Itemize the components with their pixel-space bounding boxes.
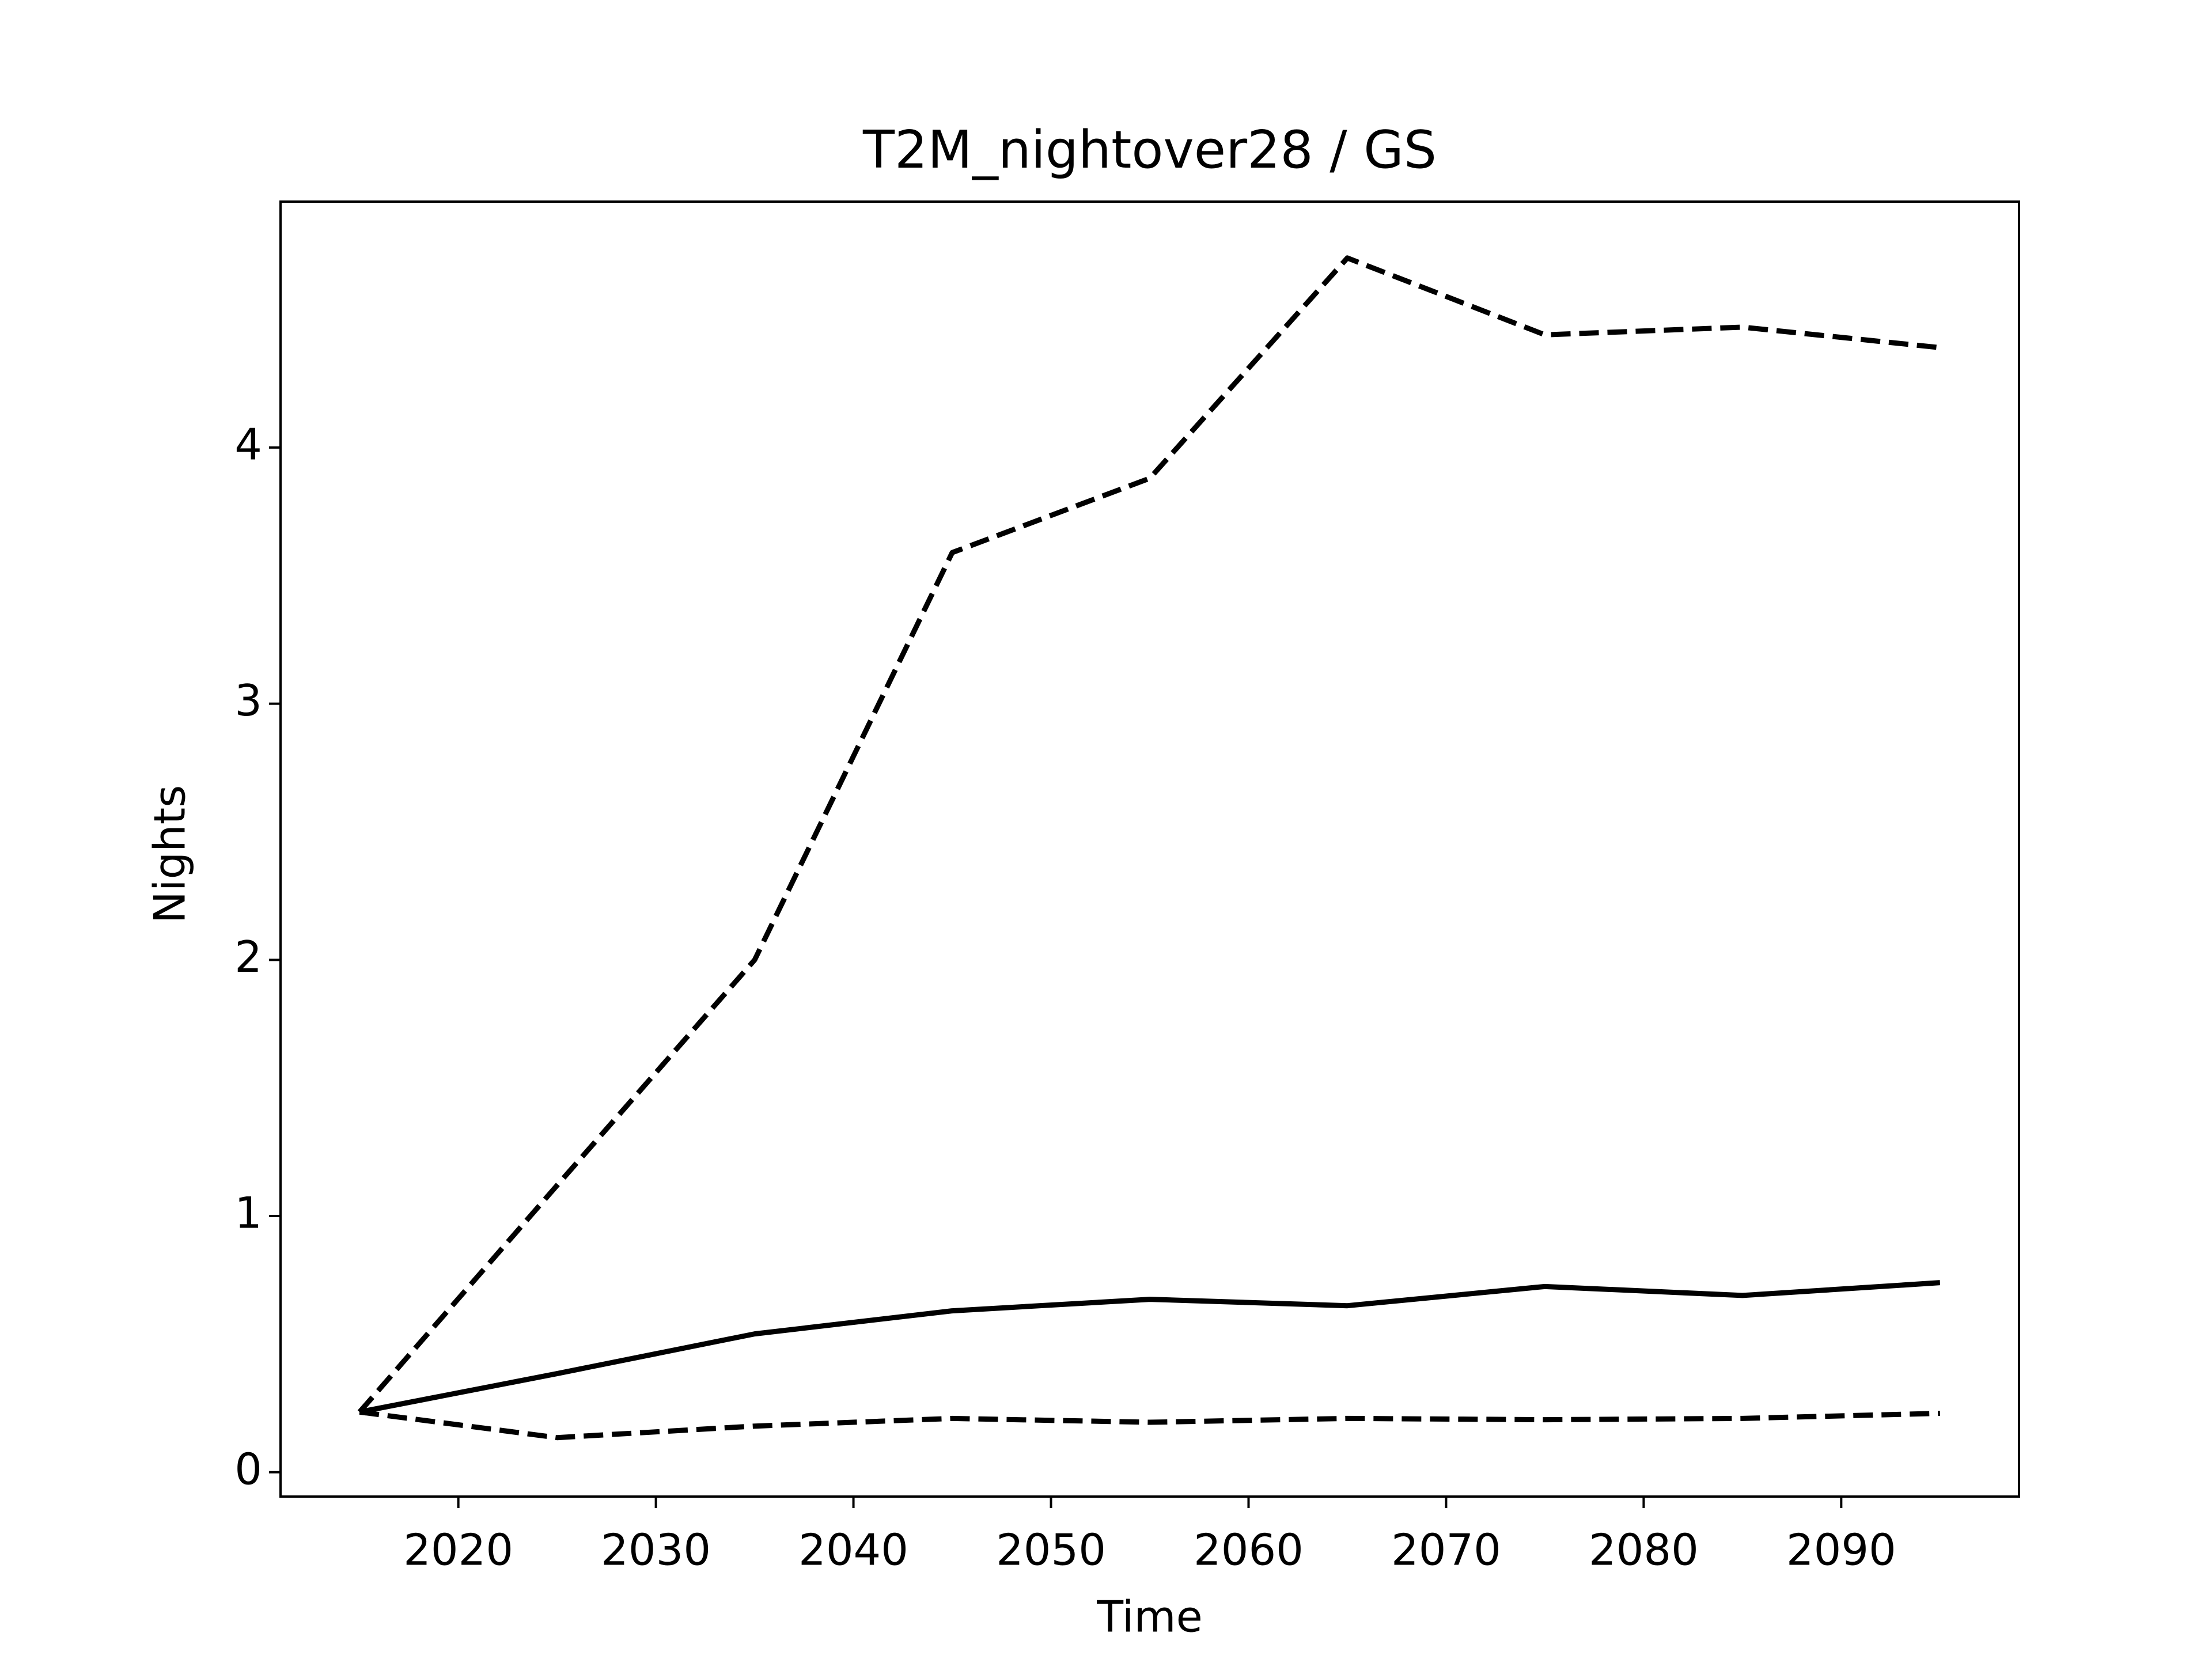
x-tick-label: 2030 (601, 1525, 711, 1575)
x-tick-label: 2090 (1786, 1525, 1896, 1575)
chart-title: T2M_nightover28 / GS (862, 120, 1437, 180)
plot-frame (279, 200, 2020, 1498)
y-tick-label: 0 (234, 1444, 262, 1494)
x-tick-label: 2040 (798, 1525, 908, 1575)
x-axis-label: Time (1096, 1592, 1203, 1642)
x-tick-label: 2020 (403, 1525, 513, 1575)
y-axis-label: Nights (145, 785, 195, 924)
y-tick-label: 2 (234, 931, 262, 982)
y-tick-label: 1 (234, 1188, 262, 1238)
data-line (357, 255, 1941, 1414)
x-tick-label: 2080 (1589, 1525, 1699, 1575)
x-tick-label: 2050 (996, 1525, 1106, 1575)
data-line (359, 1409, 1940, 1441)
y-tick-label: 3 (234, 675, 262, 726)
x-tick-label: 2070 (1391, 1525, 1501, 1575)
data-line (359, 1280, 1941, 1415)
y-tick-label: 4 (234, 419, 262, 469)
x-tick-label: 2060 (1194, 1525, 1304, 1575)
